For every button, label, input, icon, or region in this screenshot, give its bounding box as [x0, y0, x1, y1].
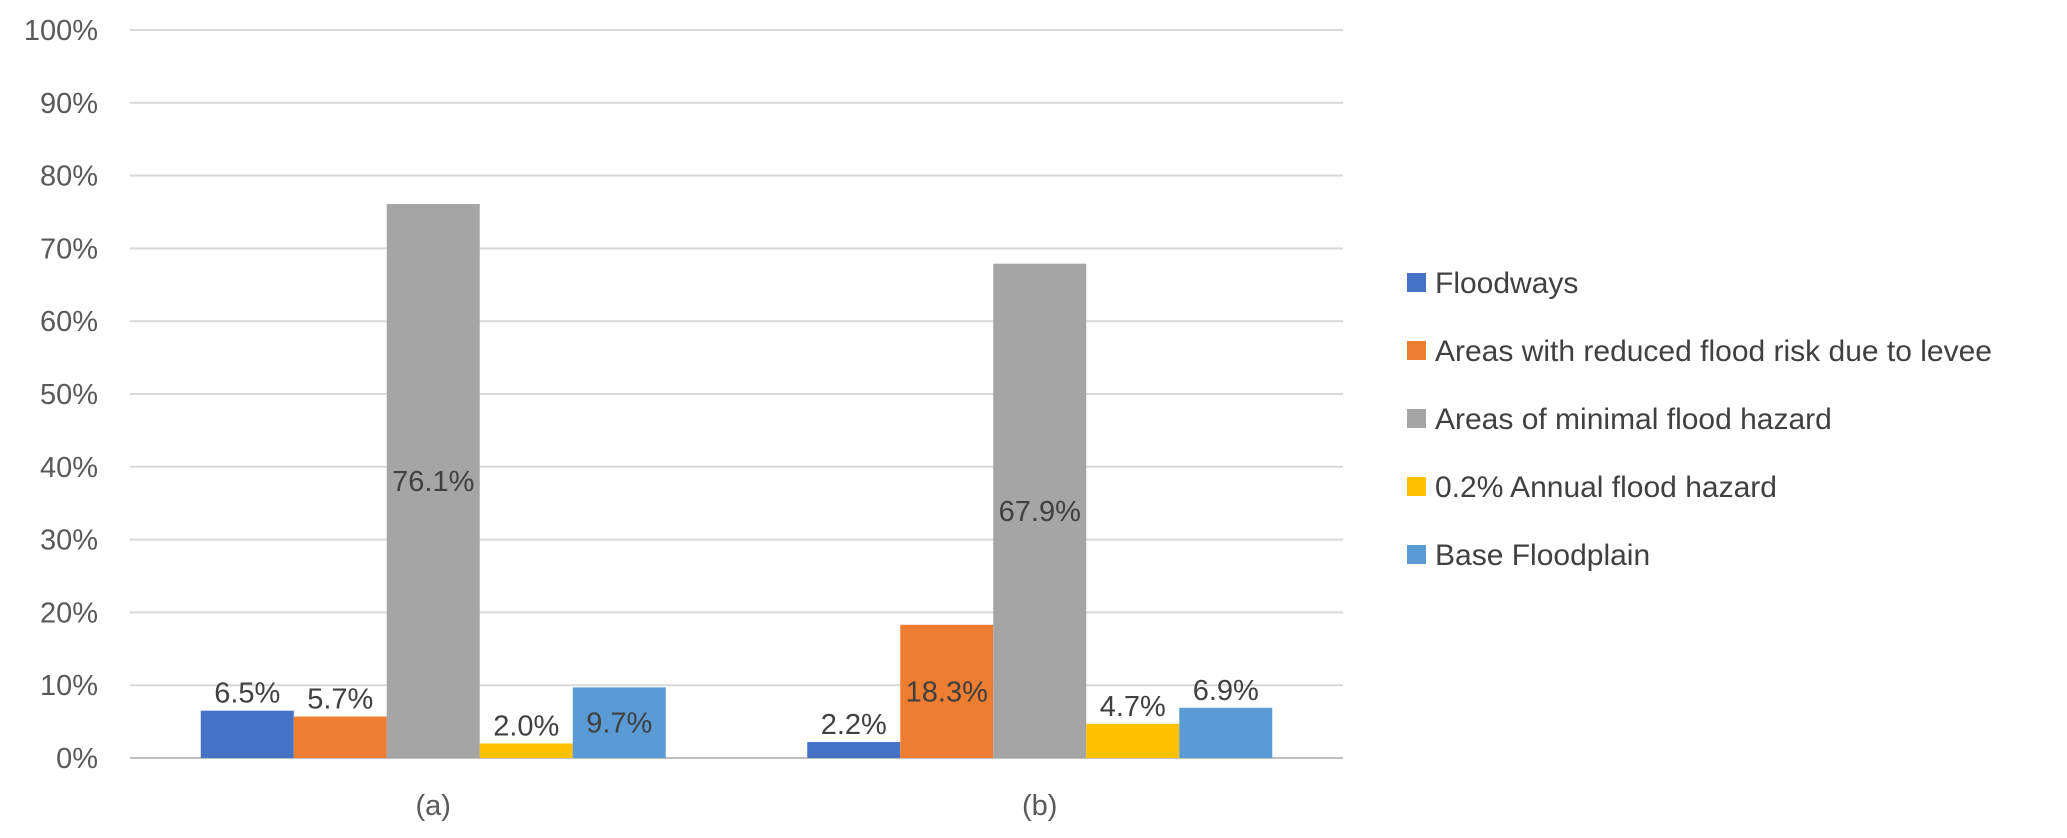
legend-label: 0.2% Annual flood hazard — [1435, 471, 1777, 504]
y-tick-label: 30% — [40, 525, 98, 557]
bar — [293, 716, 387, 758]
y-tick-label: 80% — [40, 161, 98, 193]
data-label: 2.2% — [821, 709, 887, 741]
y-tick-label: 20% — [40, 597, 98, 629]
bar — [900, 624, 994, 758]
y-tick-label: 70% — [40, 233, 98, 265]
x-category-label: (b) — [1022, 790, 1057, 822]
legend-swatch — [1407, 341, 1426, 360]
data-labels: 6.5% 5.7% 76.1% 2.0% 9.7% 2.2% 18.3% 67.9% 4.7% 6… — [214, 466, 1259, 742]
y-tick-label: 10% — [40, 670, 98, 702]
y-tick-label: 50% — [40, 379, 98, 411]
legend: Floodways Areas with reduced flood risk d… — [1407, 267, 1992, 572]
legend-label: Areas of minimal flood hazard — [1435, 403, 1832, 436]
data-label: 6.9% — [1193, 675, 1259, 707]
data-label: 18.3% — [906, 676, 988, 708]
gridlines — [130, 29, 1343, 759]
data-label: 2.0% — [493, 710, 559, 742]
x-axis: (a) (b) — [416, 790, 1058, 822]
data-label: 5.7% — [307, 684, 373, 716]
legend-swatch — [1407, 409, 1426, 428]
y-tick-label: 40% — [40, 452, 98, 484]
bars — [200, 203, 1273, 758]
legend-label: Base Floodplain — [1435, 539, 1650, 572]
legend-swatch — [1407, 273, 1426, 292]
bar — [807, 741, 901, 758]
data-label: 67.9% — [999, 496, 1081, 528]
data-label: 9.7% — [586, 708, 652, 740]
x-category-label: (a) — [416, 790, 451, 822]
legend-label: Areas with reduced flood risk due to lev… — [1435, 335, 1992, 368]
bar — [572, 687, 666, 758]
legend-swatch — [1407, 545, 1426, 564]
legend-swatch — [1407, 477, 1426, 496]
bar — [1086, 723, 1180, 758]
y-axis: 0% 10% 20% 30% 40% 50% 60% 70% 80% 90% 100% — [24, 15, 98, 775]
y-tick-label: 90% — [40, 88, 98, 120]
y-tick-label: 100% — [24, 15, 98, 47]
y-tick-label: 60% — [40, 306, 98, 338]
bar — [386, 203, 480, 758]
data-label: 6.5% — [214, 678, 280, 710]
legend-label: Floodways — [1435, 267, 1578, 300]
bar — [479, 743, 573, 758]
y-tick-label: 0% — [56, 743, 98, 775]
bar — [1179, 707, 1273, 758]
bar — [993, 263, 1087, 758]
data-label: 4.7% — [1100, 691, 1166, 723]
data-label: 76.1% — [392, 466, 474, 498]
bar — [200, 710, 294, 758]
